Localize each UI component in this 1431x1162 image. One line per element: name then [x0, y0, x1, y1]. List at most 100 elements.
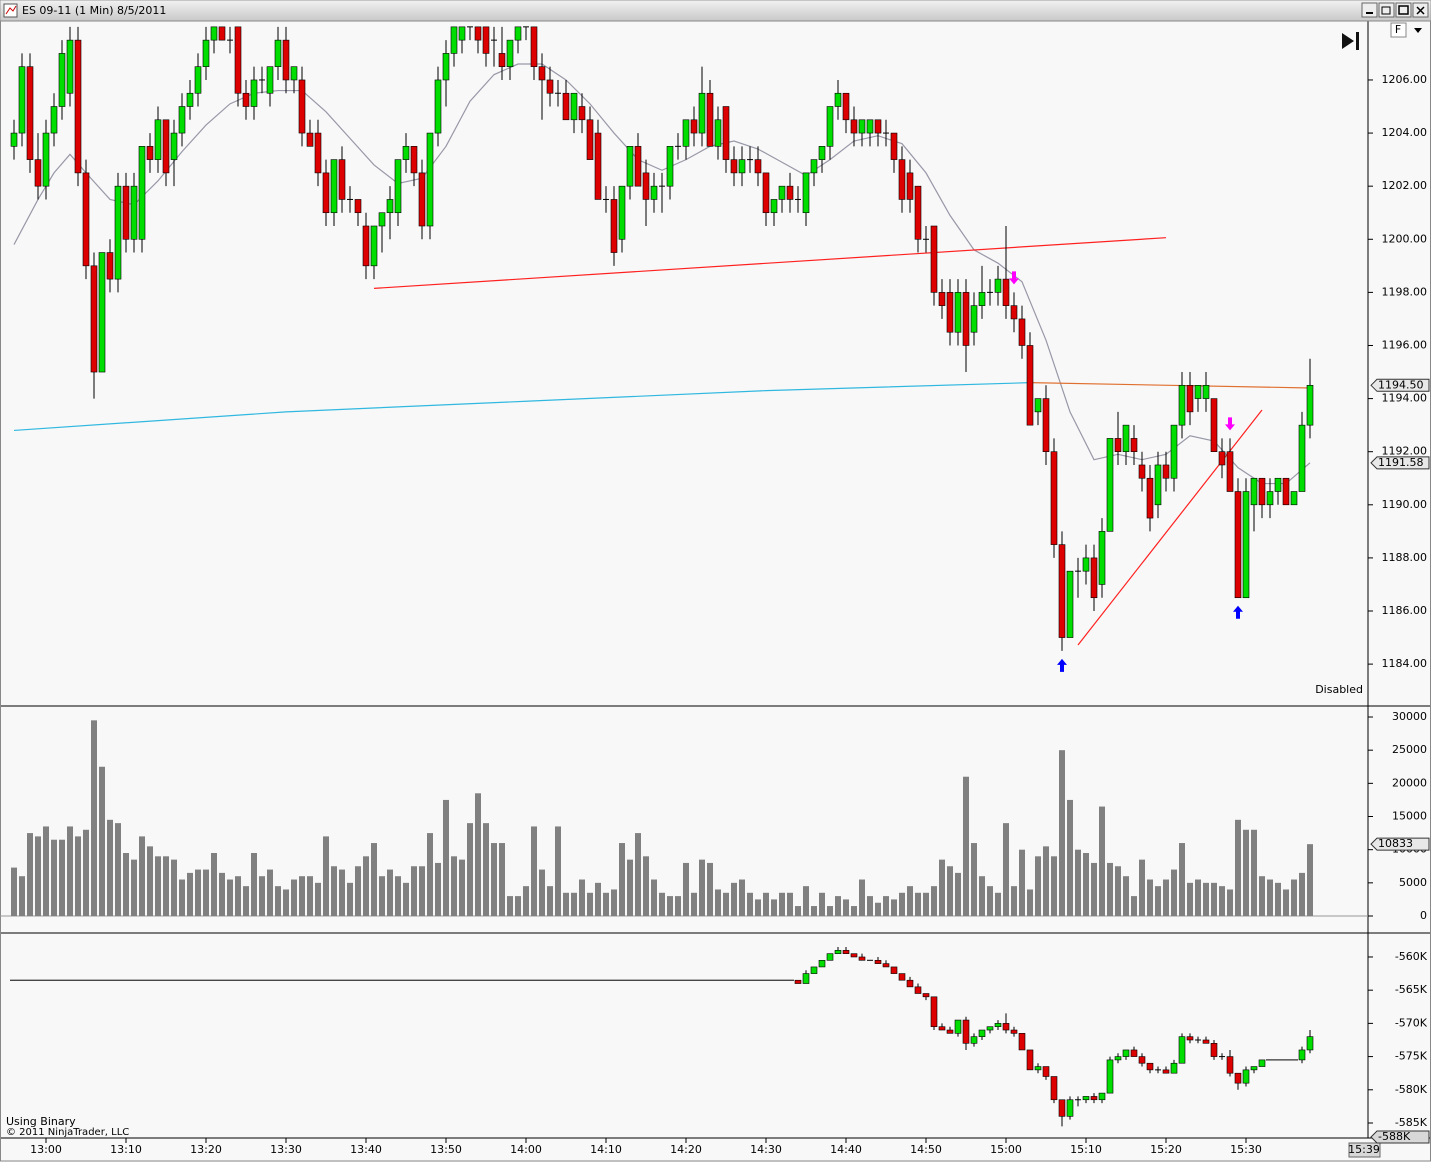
- volume-bar: [459, 859, 465, 917]
- volume-bar: [355, 866, 361, 917]
- candle-body: [842, 92, 850, 121]
- volume-bar: [187, 872, 193, 917]
- candle-body: [802, 172, 810, 214]
- window-controls[interactable]: [1361, 2, 1429, 18]
- volume-bar: [1195, 879, 1201, 917]
- candle-body: [178, 106, 186, 134]
- y-tick-label: 5000: [1399, 876, 1427, 889]
- volume-bar: [75, 836, 81, 917]
- f-button-label[interactable]: F: [1395, 23, 1401, 36]
- footer-copyright: © 2011 NinjaTrader, LLC: [6, 1127, 129, 1138]
- y-tick-label: 1202.00: [1382, 179, 1428, 192]
- restore-button[interactable]: [1378, 2, 1395, 18]
- volume-bar: [523, 886, 529, 917]
- x-tick-label: 14:00: [510, 1143, 542, 1156]
- candle-body: [914, 986, 922, 994]
- candle-body: [570, 92, 578, 121]
- volume-bar: [667, 896, 673, 917]
- volume-bar: [795, 906, 801, 917]
- volume-bar: [1211, 882, 1217, 917]
- play-glyph[interactable]: [1342, 33, 1354, 49]
- volume-bar: [99, 766, 105, 917]
- candle-body: [202, 39, 210, 67]
- volume-bar: [307, 876, 313, 917]
- x-tick-label: 13:40: [350, 1143, 382, 1156]
- candle-body: [74, 39, 82, 174]
- candle-body: [1178, 385, 1186, 426]
- candle-body: [322, 172, 330, 214]
- minimize-button[interactable]: [1361, 2, 1378, 18]
- volume-bar: [227, 879, 233, 917]
- volume-bar: [1043, 846, 1049, 917]
- candle-body: [858, 956, 866, 961]
- volume-bar: [883, 896, 889, 917]
- candle-body: [122, 185, 130, 240]
- x-tick-label: 13:30: [270, 1143, 302, 1156]
- candle-body: [874, 119, 882, 134]
- volume-bar: [939, 859, 945, 917]
- candle-body: [418, 172, 426, 227]
- candle-body: [234, 26, 242, 94]
- f-button[interactable]: [1390, 22, 1407, 38]
- candle-body: [1186, 385, 1194, 413]
- candle-body: [1034, 1066, 1042, 1071]
- volume-bar: [171, 859, 177, 917]
- volume-bar: [291, 879, 297, 917]
- maximize-glyph: [1398, 5, 1409, 15]
- candle-body: [922, 993, 930, 998]
- volume-bar: [755, 899, 761, 917]
- candle-body: [370, 225, 378, 267]
- volume-bar: [1011, 886, 1017, 917]
- volume-bar: [635, 833, 641, 917]
- candle-body: [698, 92, 706, 134]
- end-glyph[interactable]: [1356, 32, 1359, 50]
- window-title: ES 09-11 (1 Min) 8/5/2011: [22, 4, 166, 17]
- candle-body: [266, 66, 274, 94]
- indicator-last-value-box: [1370, 456, 1430, 470]
- candle-body: [330, 159, 338, 214]
- candle-body: [106, 252, 114, 280]
- volume-bar: [651, 879, 657, 917]
- candle-body: [290, 66, 298, 81]
- candle-body: [1122, 424, 1130, 452]
- candle-body: [66, 39, 74, 94]
- candle-body: [42, 132, 50, 187]
- x-tick-label: 14:50: [910, 1143, 942, 1156]
- candle-body: [1194, 385, 1202, 399]
- volume-bar: [707, 862, 713, 917]
- volume-bar: [235, 876, 241, 917]
- volume-last-value: 10833: [1378, 837, 1413, 850]
- y-tick-label: -585K: [1395, 1116, 1428, 1129]
- candle-body: [162, 119, 170, 174]
- indicator-line: [1029, 382, 1311, 389]
- candle-body: [1162, 1069, 1170, 1074]
- volume-bar: [507, 896, 513, 917]
- volume-bar: [1083, 852, 1089, 917]
- candle-body: [1146, 1062, 1154, 1071]
- indicator-line: [1077, 409, 1263, 646]
- candle-body: [34, 159, 42, 187]
- candle-body: [1026, 345, 1034, 426]
- scroll-to-end-button[interactable]: [1342, 32, 1359, 50]
- volume-bar: [995, 892, 1001, 917]
- y-tick-label: -565K: [1395, 983, 1428, 996]
- dropdown-button[interactable]: [1414, 28, 1422, 33]
- volume-bar: [779, 892, 785, 917]
- volume-bar: [1019, 849, 1025, 917]
- y-tick-label: -570K: [1395, 1016, 1428, 1029]
- volume-bar: [1091, 862, 1097, 917]
- candle-body: [1242, 491, 1250, 599]
- volume-bar: [475, 793, 481, 917]
- restore-glyph: [1381, 6, 1391, 15]
- candle-body: [954, 292, 962, 333]
- volume-bar: [515, 896, 521, 917]
- candle-body: [866, 119, 874, 134]
- close-glyph: [1416, 6, 1425, 15]
- y-tick-label: 30000: [1392, 710, 1427, 723]
- candle-body: [1042, 398, 1050, 452]
- volume-bar: [211, 852, 217, 917]
- candle-body: [1306, 1036, 1314, 1051]
- candle-body: [834, 950, 842, 954]
